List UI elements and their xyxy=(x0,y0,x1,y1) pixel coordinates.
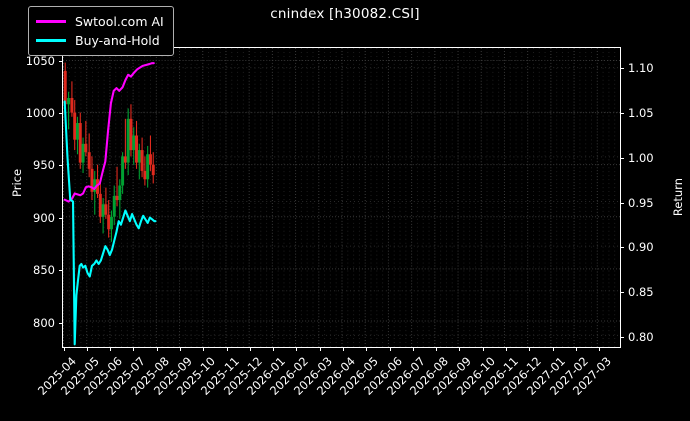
chart-title: cnindex [h30082.CSI] xyxy=(270,6,420,22)
x-axis-tick-mark xyxy=(319,347,321,351)
x-axis-tick-mark xyxy=(273,347,275,351)
plot-area: 800 850 900 950 1000 1050 0.80 0.85 0.90 0.95 1.00… xyxy=(26,47,654,398)
y-axis-left-tick: 800 xyxy=(33,316,63,330)
x-axis-tick-mark xyxy=(343,347,344,351)
x-axis-tick-mark xyxy=(436,347,438,351)
x-axis-tick-mark xyxy=(366,347,368,351)
y-axis-right-tick: 1.00 xyxy=(620,151,654,165)
grid-lines xyxy=(63,48,620,347)
x-axis-tick-mark xyxy=(599,347,601,351)
y-axis-left-tick: 900 xyxy=(33,211,63,225)
x-axis-tick-mark xyxy=(249,347,251,351)
x-axis-tick-mark xyxy=(86,347,88,351)
x-axis-tick-mark xyxy=(63,347,65,351)
x-axis-tick-mark xyxy=(179,347,181,351)
legend-item-buy-and-hold: Buy-and-Hold xyxy=(36,31,164,50)
y-axis-right-tick: 0.95 xyxy=(620,196,654,210)
x-axis-tick-mark xyxy=(296,347,298,351)
x-axis-tick-mark xyxy=(482,347,484,351)
y-axis-right-tick: 0.90 xyxy=(620,240,654,254)
x-axis-tick-mark xyxy=(133,347,135,351)
x-axis-tick-mark xyxy=(575,347,577,351)
y-axis-left-tick: 950 xyxy=(33,158,63,172)
x-axis-tick-mark xyxy=(156,347,158,351)
y-axis-right-tick: 0.80 xyxy=(620,330,654,344)
y-axis-left-tick: 850 xyxy=(33,263,63,277)
y-axis-right-label: Return xyxy=(671,178,685,217)
chart-legend: Swtool.com AI Buy-and-Hold xyxy=(28,6,174,56)
x-axis-tick-mark xyxy=(226,347,228,351)
data-series-layer xyxy=(63,62,157,346)
x-axis-tick-mark xyxy=(412,347,414,351)
y-axis-left-label: Price xyxy=(10,168,24,197)
x-axis-tick-mark xyxy=(110,347,112,351)
legend-swatch-buy-and-hold xyxy=(36,39,66,42)
x-axis-tick-mark xyxy=(459,347,461,351)
y-axis-right-tick: 0.85 xyxy=(620,285,654,299)
x-axis-tick-mark xyxy=(506,347,508,351)
x-axis-tick-mark xyxy=(203,347,205,351)
y-axis-left-tick: 1000 xyxy=(26,106,64,120)
x-axis-tick-mark xyxy=(552,347,554,351)
y-axis-left-tick: 1050 xyxy=(26,54,64,68)
x-axis-tick-mark xyxy=(529,347,531,351)
y-axis-right-tick: 1.05 xyxy=(620,106,654,120)
legend-label-buy-and-hold: Buy-and-Hold xyxy=(75,33,160,48)
legend-swatch-swtool-ai xyxy=(36,20,66,23)
legend-item-swtool-ai: Swtool.com AI xyxy=(36,12,164,31)
x-axis-tick-mark xyxy=(389,347,391,351)
legend-label-swtool-ai: Swtool.com AI xyxy=(75,14,164,29)
y-axis-right-tick: 1.10 xyxy=(620,61,654,75)
